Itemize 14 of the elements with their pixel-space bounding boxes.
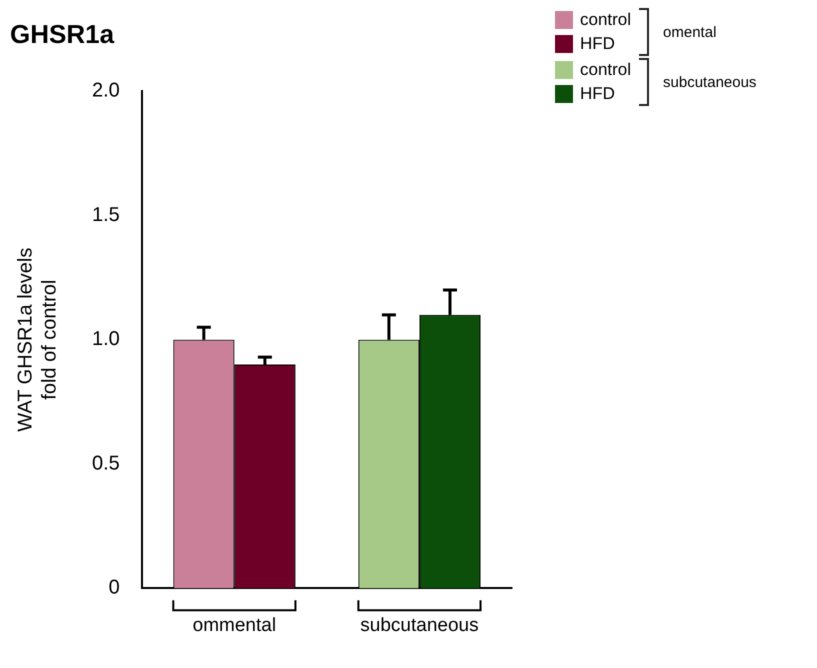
legend-label: HFD [580, 34, 615, 54]
x-tick-label: ommental [192, 614, 276, 636]
text: subcutaneous [663, 74, 756, 90]
y-axis-title: WAT GHSR1a levels fold of control [14, 248, 61, 432]
y-tick-label: 0.5 [92, 452, 120, 474]
legend-label: control [580, 60, 632, 80]
y-tick-label: 1.5 [92, 204, 120, 226]
y-tick-label: 2.0 [92, 80, 120, 102]
legend-label: control [580, 10, 632, 30]
text: omental [663, 24, 716, 40]
y-tick-label: 0 [108, 576, 120, 599]
y-tick-label: 1.0 [92, 328, 120, 350]
chart-title: GHSR1a [10, 18, 115, 49]
legend-label: HFD [580, 84, 615, 104]
